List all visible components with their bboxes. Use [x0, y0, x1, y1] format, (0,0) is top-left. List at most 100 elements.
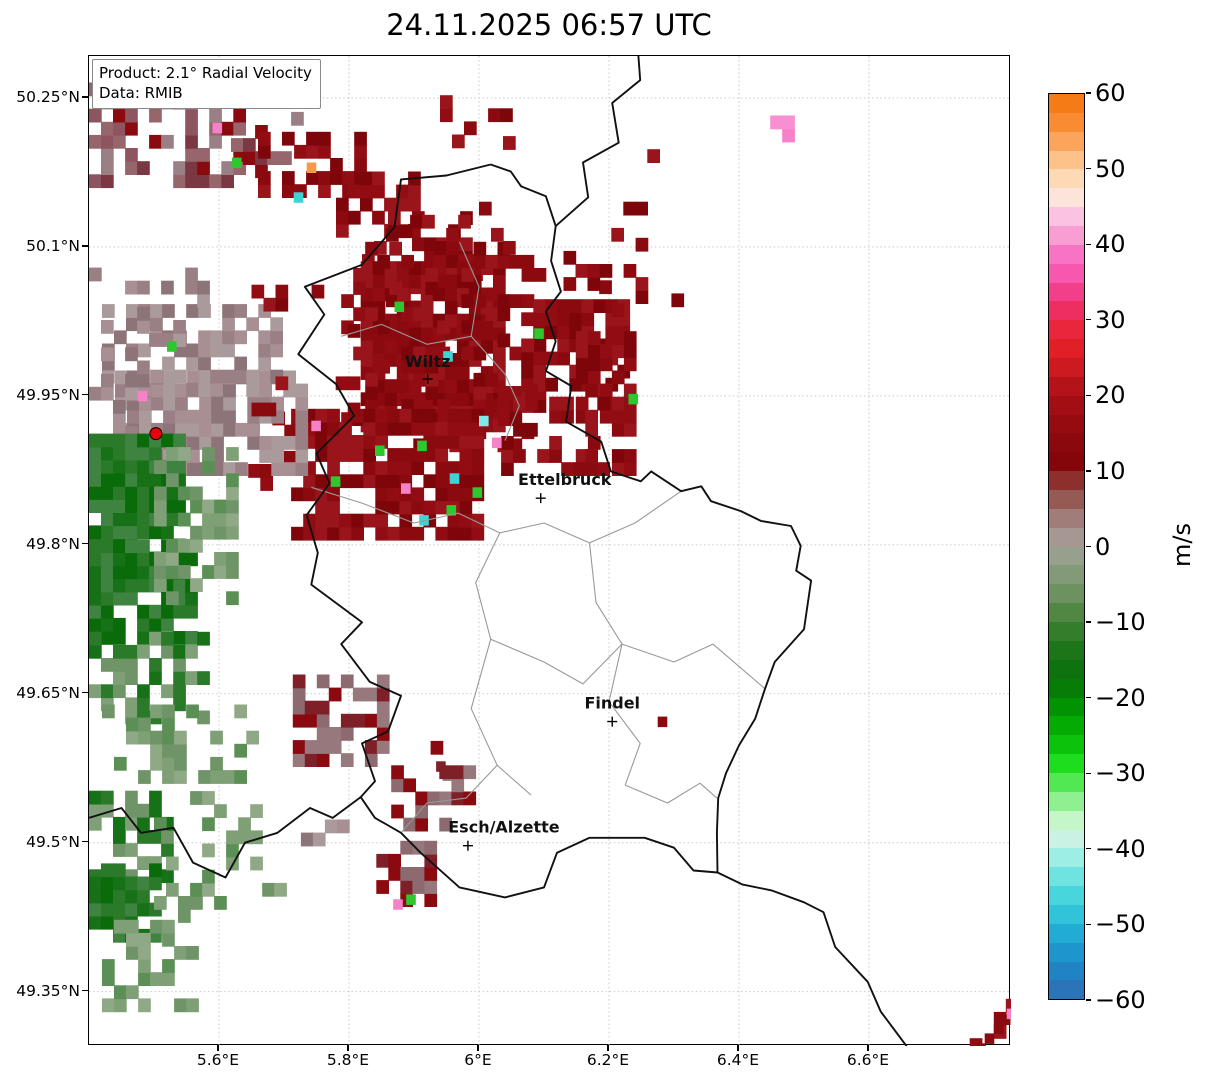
radar-echo-cells	[89, 82, 1011, 1046]
colorbar-tick-mark	[1085, 545, 1091, 548]
colorbar-tick-label: 20	[1095, 381, 1126, 410]
lat-tick-mark	[82, 841, 88, 843]
lat-tick-mark	[82, 692, 88, 694]
lon-tick-label: 6.4°E	[716, 1051, 760, 1069]
grid-lines	[89, 56, 1011, 1046]
colorbar-tick-label: 40	[1095, 230, 1126, 259]
city-label: Ettelbruck	[518, 470, 612, 489]
colorbar-tick-mark	[1085, 848, 1091, 850]
colorbar-stripe	[1049, 810, 1084, 830]
colorbar-stripe	[1049, 546, 1084, 566]
colorbar-stripe	[1049, 263, 1084, 283]
product-label: Product: 2.1° Radial Velocity	[99, 64, 312, 82]
colorbar-stripe	[1049, 659, 1084, 679]
colorbar-tick-mark	[1085, 999, 1091, 1001]
colorbar-tick-label: 50	[1095, 154, 1126, 183]
figure-title: 24.11.2025 06:57 UTC	[386, 8, 712, 42]
colorbar-stripe	[1049, 320, 1084, 340]
lat-tick-label: 49.95°N	[16, 385, 80, 404]
colorbar-stripe	[1049, 226, 1084, 245]
colorbar-stripe	[1049, 980, 1084, 1000]
lat-tick-label: 49.8°N	[26, 534, 80, 553]
colorbar-tick-mark	[1085, 394, 1091, 396]
colorbar-stripe	[1049, 735, 1084, 755]
colorbar-stripe	[1049, 244, 1084, 264]
lon-tick-label: 5.6°E	[196, 1051, 240, 1069]
colorbar-stripe	[1049, 508, 1084, 528]
colorbar-stripe	[1049, 829, 1084, 849]
colorbar-tick-label: −50	[1095, 910, 1146, 939]
colorbar-stripe	[1049, 358, 1084, 377]
colorbar-unit-label: m/s	[1168, 523, 1196, 567]
colorbar-stripe	[1049, 301, 1084, 321]
radar-velocity-map: Wiltz Ettelbruck Findel Esch/Alzette	[89, 56, 1011, 1046]
colorbar-stripe	[1049, 640, 1084, 660]
lat-tick-label: 50.1°N	[26, 236, 80, 255]
colorbar-tick-label: 60	[1095, 79, 1126, 107]
colorbar-stripe	[1049, 754, 1084, 773]
colorbar-stripe	[1049, 376, 1084, 396]
colorbar-tick-label: 30	[1095, 305, 1126, 334]
city-label: Esch/Alzette	[448, 818, 560, 837]
colorbar-stripe	[1049, 527, 1084, 547]
product-info-box: Product: 2.1° Radial Velocity Data: RMIB	[92, 59, 321, 109]
colorbar-tick-mark	[1085, 319, 1091, 321]
colorbar-tick-mark	[1085, 167, 1091, 170]
colorbar-stripe	[1049, 414, 1084, 434]
colorbar-stripe	[1049, 188, 1084, 208]
colorbar-stripe	[1049, 207, 1084, 227]
lat-tick-mark	[82, 394, 88, 396]
colorbar-stripe	[1049, 584, 1084, 604]
colorbar-tick-label: −60	[1095, 986, 1146, 1014]
colorbar-tick-mark	[1085, 470, 1091, 472]
colorbar-stripe	[1049, 791, 1084, 811]
admin-borders	[311, 241, 766, 834]
colorbar-stripe	[1049, 131, 1084, 151]
colorbar-stripe	[1049, 848, 1084, 868]
colorbar-stripe	[1049, 565, 1084, 585]
lat-tick-mark	[82, 96, 88, 98]
colorbar-stripe	[1049, 716, 1084, 736]
colorbar-tick-label: −30	[1095, 759, 1146, 788]
colorbar-stripe	[1049, 94, 1084, 113]
colorbar-tick-mark	[1085, 243, 1091, 245]
lat-tick-label: 49.65°N	[16, 683, 80, 702]
colorbar-stripe	[1049, 603, 1084, 623]
radar-site-marker	[149, 427, 163, 441]
city-markers: Wiltz Ettelbruck Findel Esch/Alzette	[405, 352, 640, 851]
lon-tick-label: 6.6°E	[846, 1051, 890, 1069]
colorbar	[1048, 93, 1085, 1000]
data-source-label: Data: RMIB	[99, 84, 183, 103]
colorbar-stripe	[1049, 622, 1084, 641]
colorbar-stripe	[1049, 678, 1084, 698]
colorbar-stripe	[1049, 150, 1084, 170]
colorbar-tick-label: −10	[1095, 608, 1146, 637]
colorbar-stripe	[1049, 697, 1084, 717]
city-plus-marker	[462, 840, 473, 851]
country-borders	[89, 56, 908, 1046]
city-plus-marker	[535, 493, 546, 504]
colorbar-stripe	[1049, 886, 1084, 905]
city-label: Wiltz	[405, 352, 451, 371]
colorbar-stripe	[1049, 112, 1084, 132]
colorbar-tick-mark	[1085, 621, 1091, 623]
lat-tick-mark	[82, 543, 88, 545]
colorbar-tick-mark	[1085, 772, 1091, 774]
lon-tick-label: 6°E	[464, 1051, 492, 1069]
lon-tick-mark	[607, 1045, 609, 1051]
lon-tick-mark	[477, 1045, 479, 1051]
lon-tick-label: 6.2°E	[586, 1051, 630, 1069]
colorbar-stripe	[1049, 490, 1084, 509]
colorbar-tick-label: 10	[1095, 456, 1126, 485]
colorbar-stripe	[1049, 942, 1084, 962]
map-plot: Wiltz Ettelbruck Findel Esch/Alzette Produc…	[88, 55, 1011, 1046]
colorbar-stripe	[1049, 904, 1084, 924]
colorbar-stripe	[1049, 339, 1084, 359]
lon-tick-label: 5.8°E	[326, 1051, 370, 1069]
lon-tick-mark	[347, 1045, 349, 1051]
lat-tick-label: 49.5°N	[26, 832, 80, 851]
colorbar-tick-mark	[1085, 923, 1091, 925]
colorbar-tick-label: −20	[1095, 683, 1146, 712]
colorbar-stripe	[1049, 452, 1084, 472]
